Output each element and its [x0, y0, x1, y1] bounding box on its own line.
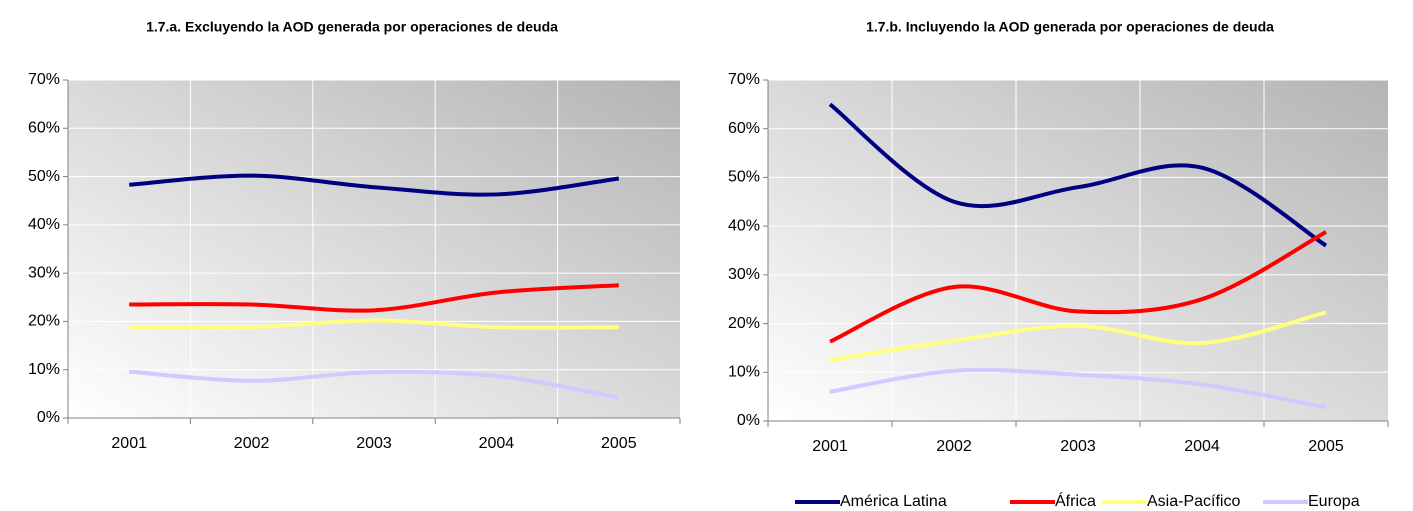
y-tick-label: 30% [728, 266, 760, 283]
x-tick-label: 2005 [601, 435, 637, 452]
legend-label: Europa [1308, 493, 1360, 510]
legend-label: África [1055, 491, 1096, 510]
series-line [129, 283, 619, 313]
x-tick-label: 2005 [1308, 438, 1344, 455]
y-tick-label: 70% [28, 71, 60, 88]
x-tick-label: 2002 [936, 438, 972, 455]
x-tick-label: 2001 [812, 438, 848, 455]
series-line [828, 102, 1328, 248]
y-tick-label: 50% [728, 169, 760, 186]
series-line [129, 173, 620, 197]
chart-title: 1.7.a. Excluyendo la AOD generada por op… [146, 19, 558, 35]
x-tick-label: 2001 [111, 435, 147, 452]
legend-label: Asia-Pacífico [1147, 493, 1240, 510]
series-line [829, 367, 1327, 410]
y-tick-label: 50% [28, 168, 60, 185]
y-tick-label: 0% [737, 412, 760, 429]
y-tick-label: 70% [728, 71, 760, 88]
series-line [829, 230, 1327, 344]
series-line [129, 318, 619, 330]
plot-area [68, 80, 680, 418]
y-tick-label: 60% [28, 120, 60, 137]
series-line [829, 310, 1327, 363]
chart-title: 1.7.b. Incluyendo la AOD generada por op… [866, 19, 1274, 35]
y-tick-label: 20% [28, 313, 60, 330]
x-tick-label: 2002 [234, 435, 270, 452]
y-tick-label: 60% [728, 120, 760, 137]
y-tick-label: 10% [728, 364, 760, 381]
x-tick-label: 2003 [356, 435, 392, 452]
y-tick-label: 0% [37, 409, 60, 426]
x-tick-label: 2004 [479, 435, 515, 452]
y-tick-label: 40% [28, 216, 60, 233]
y-tick-label: 10% [28, 361, 60, 378]
series-line [129, 369, 620, 400]
x-tick-label: 2004 [1184, 438, 1220, 455]
legend-label: América Latina [840, 493, 947, 510]
x-tick-label: 2003 [1060, 438, 1096, 455]
y-tick-label: 40% [728, 217, 760, 234]
plot-area [768, 80, 1388, 421]
y-tick-label: 30% [28, 264, 60, 281]
y-tick-label: 20% [728, 315, 760, 332]
